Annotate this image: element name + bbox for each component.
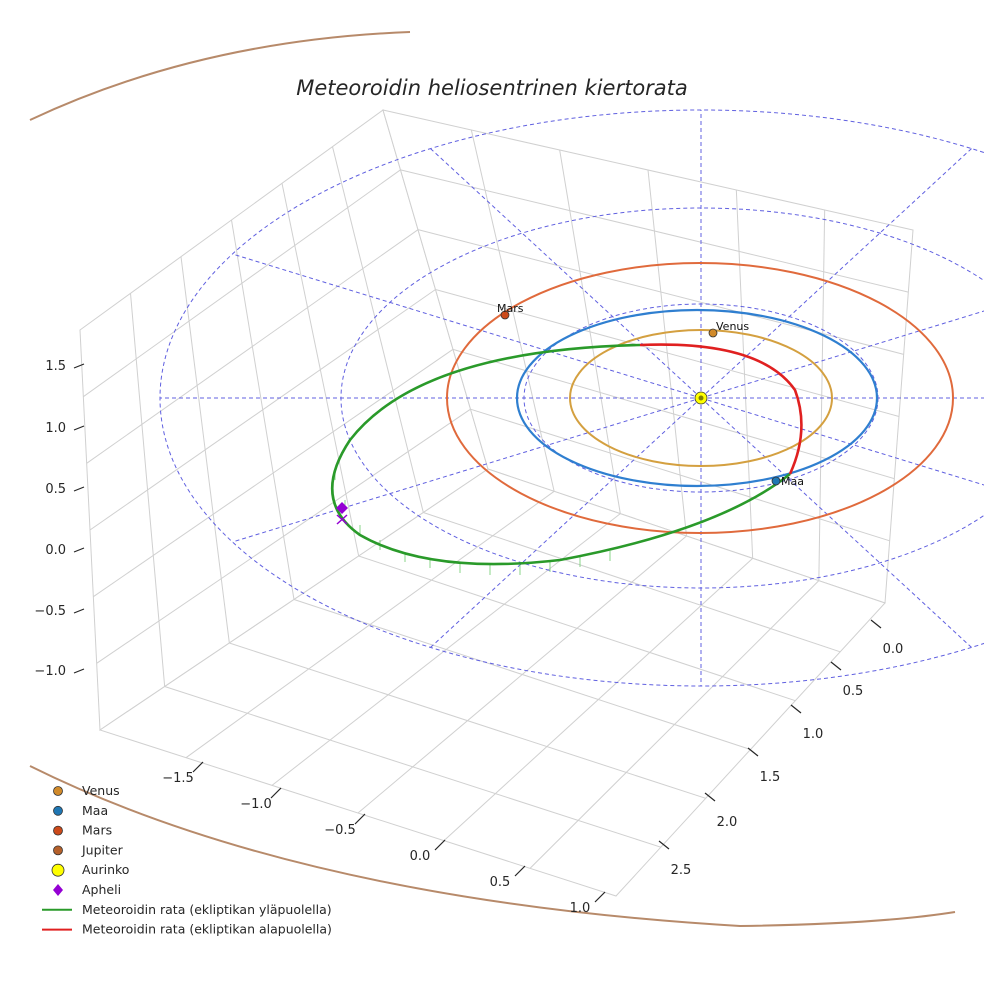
axis-ticks: −1.5 −1.0 −0.5 0.0 0.5 1.0 0.0 0.5 1.0 1.5 2.0 2.5 −… [34,359,903,916]
x-tick-mark [192,761,204,773]
legend-label: Jupiter [81,842,124,857]
grid-line [559,149,621,514]
meteoroid-path [330,343,803,566]
x-tick-mark [270,787,282,799]
venus-orbit [569,329,833,467]
x-tick-label: −0.5 [324,823,356,838]
z-tick-mark [73,547,85,553]
axis-panes [79,109,914,897]
grid-line [130,293,166,687]
x-tick-label: 0.0 [410,849,431,864]
y-tick-label: 2.5 [671,863,692,878]
legend-label: Meteoroidin rata (ekliptikan yläpuolella… [82,902,332,917]
jupiter-orbit-bottom [29,765,956,928]
z-tick-label: −0.5 [34,604,66,619]
reference-spoke [700,397,984,486]
mars-label: Mars [497,302,524,315]
grid-line [180,256,230,644]
z-tick-label: −1.0 [34,664,66,679]
z-tick-label: 1.5 [45,359,66,374]
grid-line [281,183,360,557]
z-tick-mark [73,486,85,492]
legend-marker [53,786,63,796]
planet-points: Mars Venus Maa [336,302,804,525]
venus-point [708,328,718,338]
z-tick-mark [73,668,85,674]
y-tick-mark [870,619,882,629]
earth-label: Maa [781,475,804,488]
legend-label: Venus [82,783,120,798]
reference-spoke [700,148,972,399]
y-tick-mark [658,840,670,850]
grid-line [470,129,555,492]
z-tick-label: 0.0 [45,543,66,558]
meteoroid-path-below [639,343,803,475]
y-tick-mark [790,704,802,714]
earth-orbit [515,308,879,488]
grid-line [231,219,295,600]
legend: Venus Maa Mars Jupiter Aurinko Apheli Meteoroi… [42,783,332,937]
aphelion-projection [336,514,348,525]
reference-spoke [700,310,984,399]
z-tick-mark [73,608,85,614]
x-tick-label: −1.5 [162,771,194,786]
drop-lines [334,470,611,575]
legend-label: Maa [82,803,108,818]
jupiter-orbit-top [29,31,411,121]
legend-label: Aurinko [82,862,129,877]
legend-label: Mars [82,823,112,838]
legend-marker [53,825,63,836]
y-tick-label: 1.0 [803,727,824,742]
mars-point [500,310,510,320]
x-tick-mark [514,865,526,877]
x-tick-mark [434,839,446,851]
z-tick-label: 0.5 [45,482,66,497]
y-tick-label: 0.0 [883,642,904,657]
legend-marker [51,863,65,877]
legend-marker [53,805,63,816]
mars-orbit [446,262,954,534]
planet-orbits [446,262,954,534]
z-tick-mark [73,425,85,431]
y-tick-mark [704,792,716,802]
chart-title: Meteoroidin heliosentrinen kiertorata [296,76,688,100]
aphelion-marker [336,502,348,514]
grid-line [735,189,754,559]
legend-marker [53,884,63,896]
sun-core [698,395,704,401]
x-tick-mark [354,813,366,825]
reference-spoke [232,253,702,399]
x-tick-label: 0.5 [490,875,511,890]
reference-spoke [430,397,702,648]
x-tick-mark [594,891,606,903]
y-tick-label: 2.0 [717,815,738,830]
grid-line [529,580,820,869]
reference-spoke [700,397,972,648]
y-tick-label: 0.5 [843,684,864,699]
earth-point [771,476,781,486]
grid-line [647,169,687,537]
y-tick-label: 1.5 [760,770,781,785]
x-tick-label: −1.0 [240,797,272,812]
meteoroid-path-above [330,343,791,566]
legend-label: Meteoroidin rata (ekliptikan alapuolella… [82,922,332,937]
legend-label: Apheli [82,882,121,897]
x-tick-label: 1.0 [570,901,591,916]
grid-line [818,209,826,581]
reference-spoke [232,397,702,543]
y-tick-mark [747,747,759,757]
z-tick-mark [73,363,85,369]
grid-line [332,146,424,513]
legend-marker [53,845,63,856]
reference-rings [159,109,984,687]
y-tick-mark [830,661,842,671]
venus-label: Venus [716,320,749,333]
reference-spoke [430,148,702,399]
z-tick-label: 1.0 [45,421,66,436]
